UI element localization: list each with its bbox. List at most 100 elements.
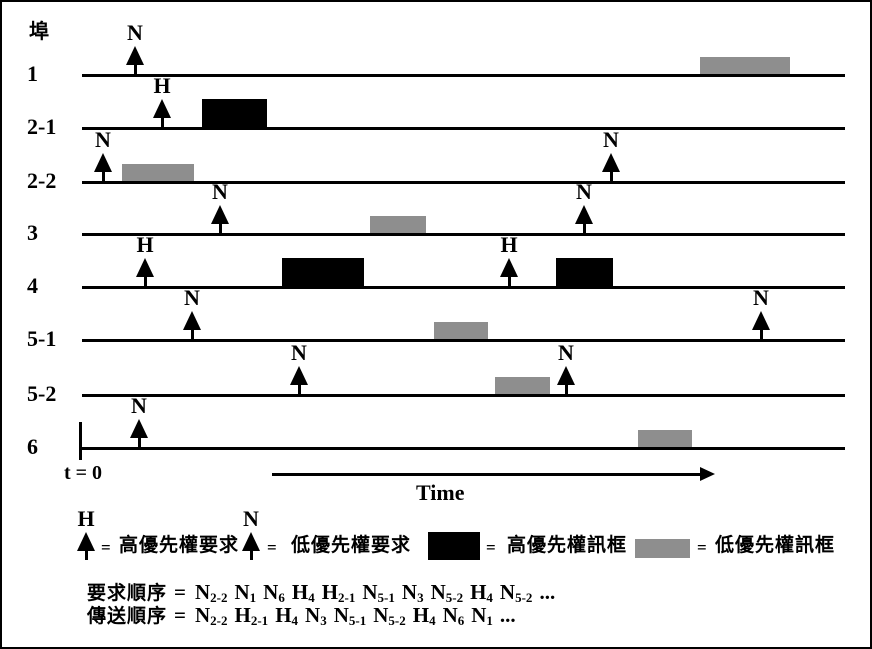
- arrow-stem: [143, 277, 147, 286]
- sequence-label: 要求順序: [87, 583, 168, 604]
- arrow-up-icon: [130, 419, 148, 438]
- low-priority-request-letter: N: [131, 393, 147, 418]
- port-label-2-1: 2-1: [27, 114, 57, 139]
- high-priority-request-arrow: H: [500, 234, 518, 286]
- high-priority-frame-bar: [202, 99, 267, 127]
- token-subscript: 1: [249, 590, 257, 605]
- low-priority-frame-bar: [434, 322, 488, 339]
- arrow-stem: [101, 172, 105, 181]
- port-label-3: 3: [27, 220, 38, 245]
- arrow-up-icon: [94, 153, 112, 172]
- arrow-up-icon: [557, 366, 575, 385]
- token-subscript: 5-2: [388, 613, 406, 628]
- t0-tick: [79, 422, 82, 460]
- port-2-2-timeline: [82, 181, 845, 184]
- token-subscript: 4: [308, 590, 315, 605]
- token-subscript: 2-1: [338, 590, 356, 605]
- t0-label: t = 0: [64, 462, 103, 484]
- port-label-2-2: 2-2: [27, 168, 57, 193]
- sequence-token: N6: [263, 580, 285, 605]
- low-priority-request-letter: N: [753, 285, 769, 310]
- token-subscript: 2-2: [210, 590, 228, 605]
- sequence-token: N5-2: [373, 603, 406, 628]
- token-subscript: 4: [429, 613, 436, 628]
- low-priority-frame-bar: [370, 216, 426, 233]
- arrow-up-icon: [211, 205, 229, 224]
- sequence-token: N5-2: [499, 580, 533, 605]
- arrow-stem: [249, 551, 253, 560]
- arrow-stem: [582, 224, 586, 233]
- arrow-stem: [218, 224, 222, 233]
- high-priority-request-arrow: H: [153, 75, 171, 127]
- low-priority-request-letter: N: [576, 179, 592, 204]
- legend-low-priority-request-letter: N: [243, 506, 259, 531]
- token-subscript: 3: [320, 613, 327, 628]
- low-priority-request-letter: N: [127, 20, 143, 45]
- port-2-1-timeline: [82, 127, 845, 130]
- arrow-up-icon: [153, 99, 171, 118]
- low-priority-request-arrow: N: [183, 287, 201, 339]
- low-priority-request-arrow: N: [130, 395, 148, 447]
- legend-equals-sign: =: [267, 538, 277, 557]
- token-subscript: 3: [417, 590, 424, 605]
- low-priority-request-letter: N: [95, 127, 111, 152]
- port-1-timeline: [82, 74, 845, 77]
- port-6-timeline: [82, 447, 845, 450]
- arrow-up-icon: [752, 311, 770, 330]
- sequence-token: N3: [305, 603, 327, 628]
- sequence-token: N3: [401, 580, 424, 605]
- sequence-token: N6: [442, 603, 465, 628]
- low-priority-request-arrow: N: [752, 287, 770, 339]
- sequence-token: N2-2: [194, 603, 228, 628]
- time-axis-label: Time: [416, 480, 465, 505]
- token-subscript: 1: [486, 613, 493, 628]
- high-priority-frame-bar: [556, 258, 613, 286]
- token-subscript: 4: [291, 613, 299, 628]
- legend-item-text: 低優先權訊框: [715, 535, 836, 556]
- port-3-timeline: [82, 233, 845, 236]
- time-axis-line: [272, 473, 703, 476]
- low-priority-request-letter: N: [212, 179, 228, 204]
- arrow-up-icon: [602, 153, 620, 172]
- sequence-token: N5-2: [430, 580, 464, 605]
- sequence-label: 傳送順序: [87, 606, 168, 627]
- token-subscript: 5-2: [515, 590, 533, 605]
- arrow-up-icon: [575, 205, 593, 224]
- low-priority-frame-bar: [122, 164, 194, 181]
- request-order-line: 要求順序 = N2-2 N1 N6 H4 H2-1 N5-1 N3 N5-2 H4 N5-2...: [87, 578, 555, 606]
- sequence-token: N5-1: [333, 603, 367, 628]
- legend-equals-sign: =: [697, 538, 707, 557]
- token-subscript: 5-1: [377, 590, 395, 605]
- token-subscript: 6: [278, 590, 285, 605]
- arrow-up-icon: [136, 258, 154, 277]
- low-priority-request-arrow: N: [211, 181, 229, 233]
- arrow-stem: [564, 385, 568, 394]
- token-subscript: 6: [457, 613, 465, 628]
- sequence-equals-sign: =: [174, 603, 186, 627]
- sequence-token: N2-2: [194, 580, 228, 605]
- low-priority-request-letter: N: [603, 127, 619, 152]
- high-priority-request-letter: H: [500, 232, 518, 257]
- arrow-stem: [507, 277, 511, 286]
- low-priority-request-letter: N: [291, 340, 307, 365]
- sequence-token: H4: [470, 580, 493, 605]
- low-priority-request-arrow: N: [575, 181, 593, 233]
- port-label-5-1: 5-1: [27, 326, 57, 351]
- sequence-token: H4: [275, 603, 299, 628]
- arrow-stem: [160, 118, 164, 127]
- legend-high-priority-frame-swatch: [428, 532, 480, 560]
- low-priority-request-arrow: N: [126, 22, 144, 74]
- legend-high-priority-request-letter: H: [77, 506, 95, 531]
- arrow-stem: [137, 438, 141, 447]
- high-priority-request-letter: H: [153, 73, 171, 98]
- low-priority-request-arrow: N: [602, 129, 620, 181]
- high-priority-frame-bar: [282, 258, 364, 286]
- sequence-token: H4: [291, 580, 315, 605]
- low-priority-frame-bar: [700, 57, 790, 74]
- sequence-ellipsis: ...: [499, 603, 516, 627]
- legend-equals-sign: =: [101, 538, 111, 557]
- legend-low-priority-request-arrow: N: [242, 508, 260, 560]
- high-priority-request-letter: H: [136, 232, 154, 257]
- port-label-1: 1: [27, 61, 38, 86]
